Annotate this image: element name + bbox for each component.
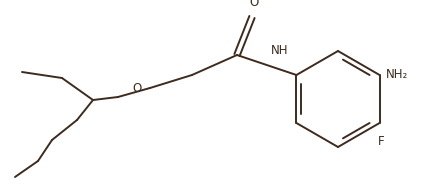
Text: F: F [378,135,385,148]
Text: NH: NH [271,44,288,57]
Text: O: O [133,81,142,94]
Text: O: O [249,0,259,9]
Text: NH₂: NH₂ [385,68,408,81]
